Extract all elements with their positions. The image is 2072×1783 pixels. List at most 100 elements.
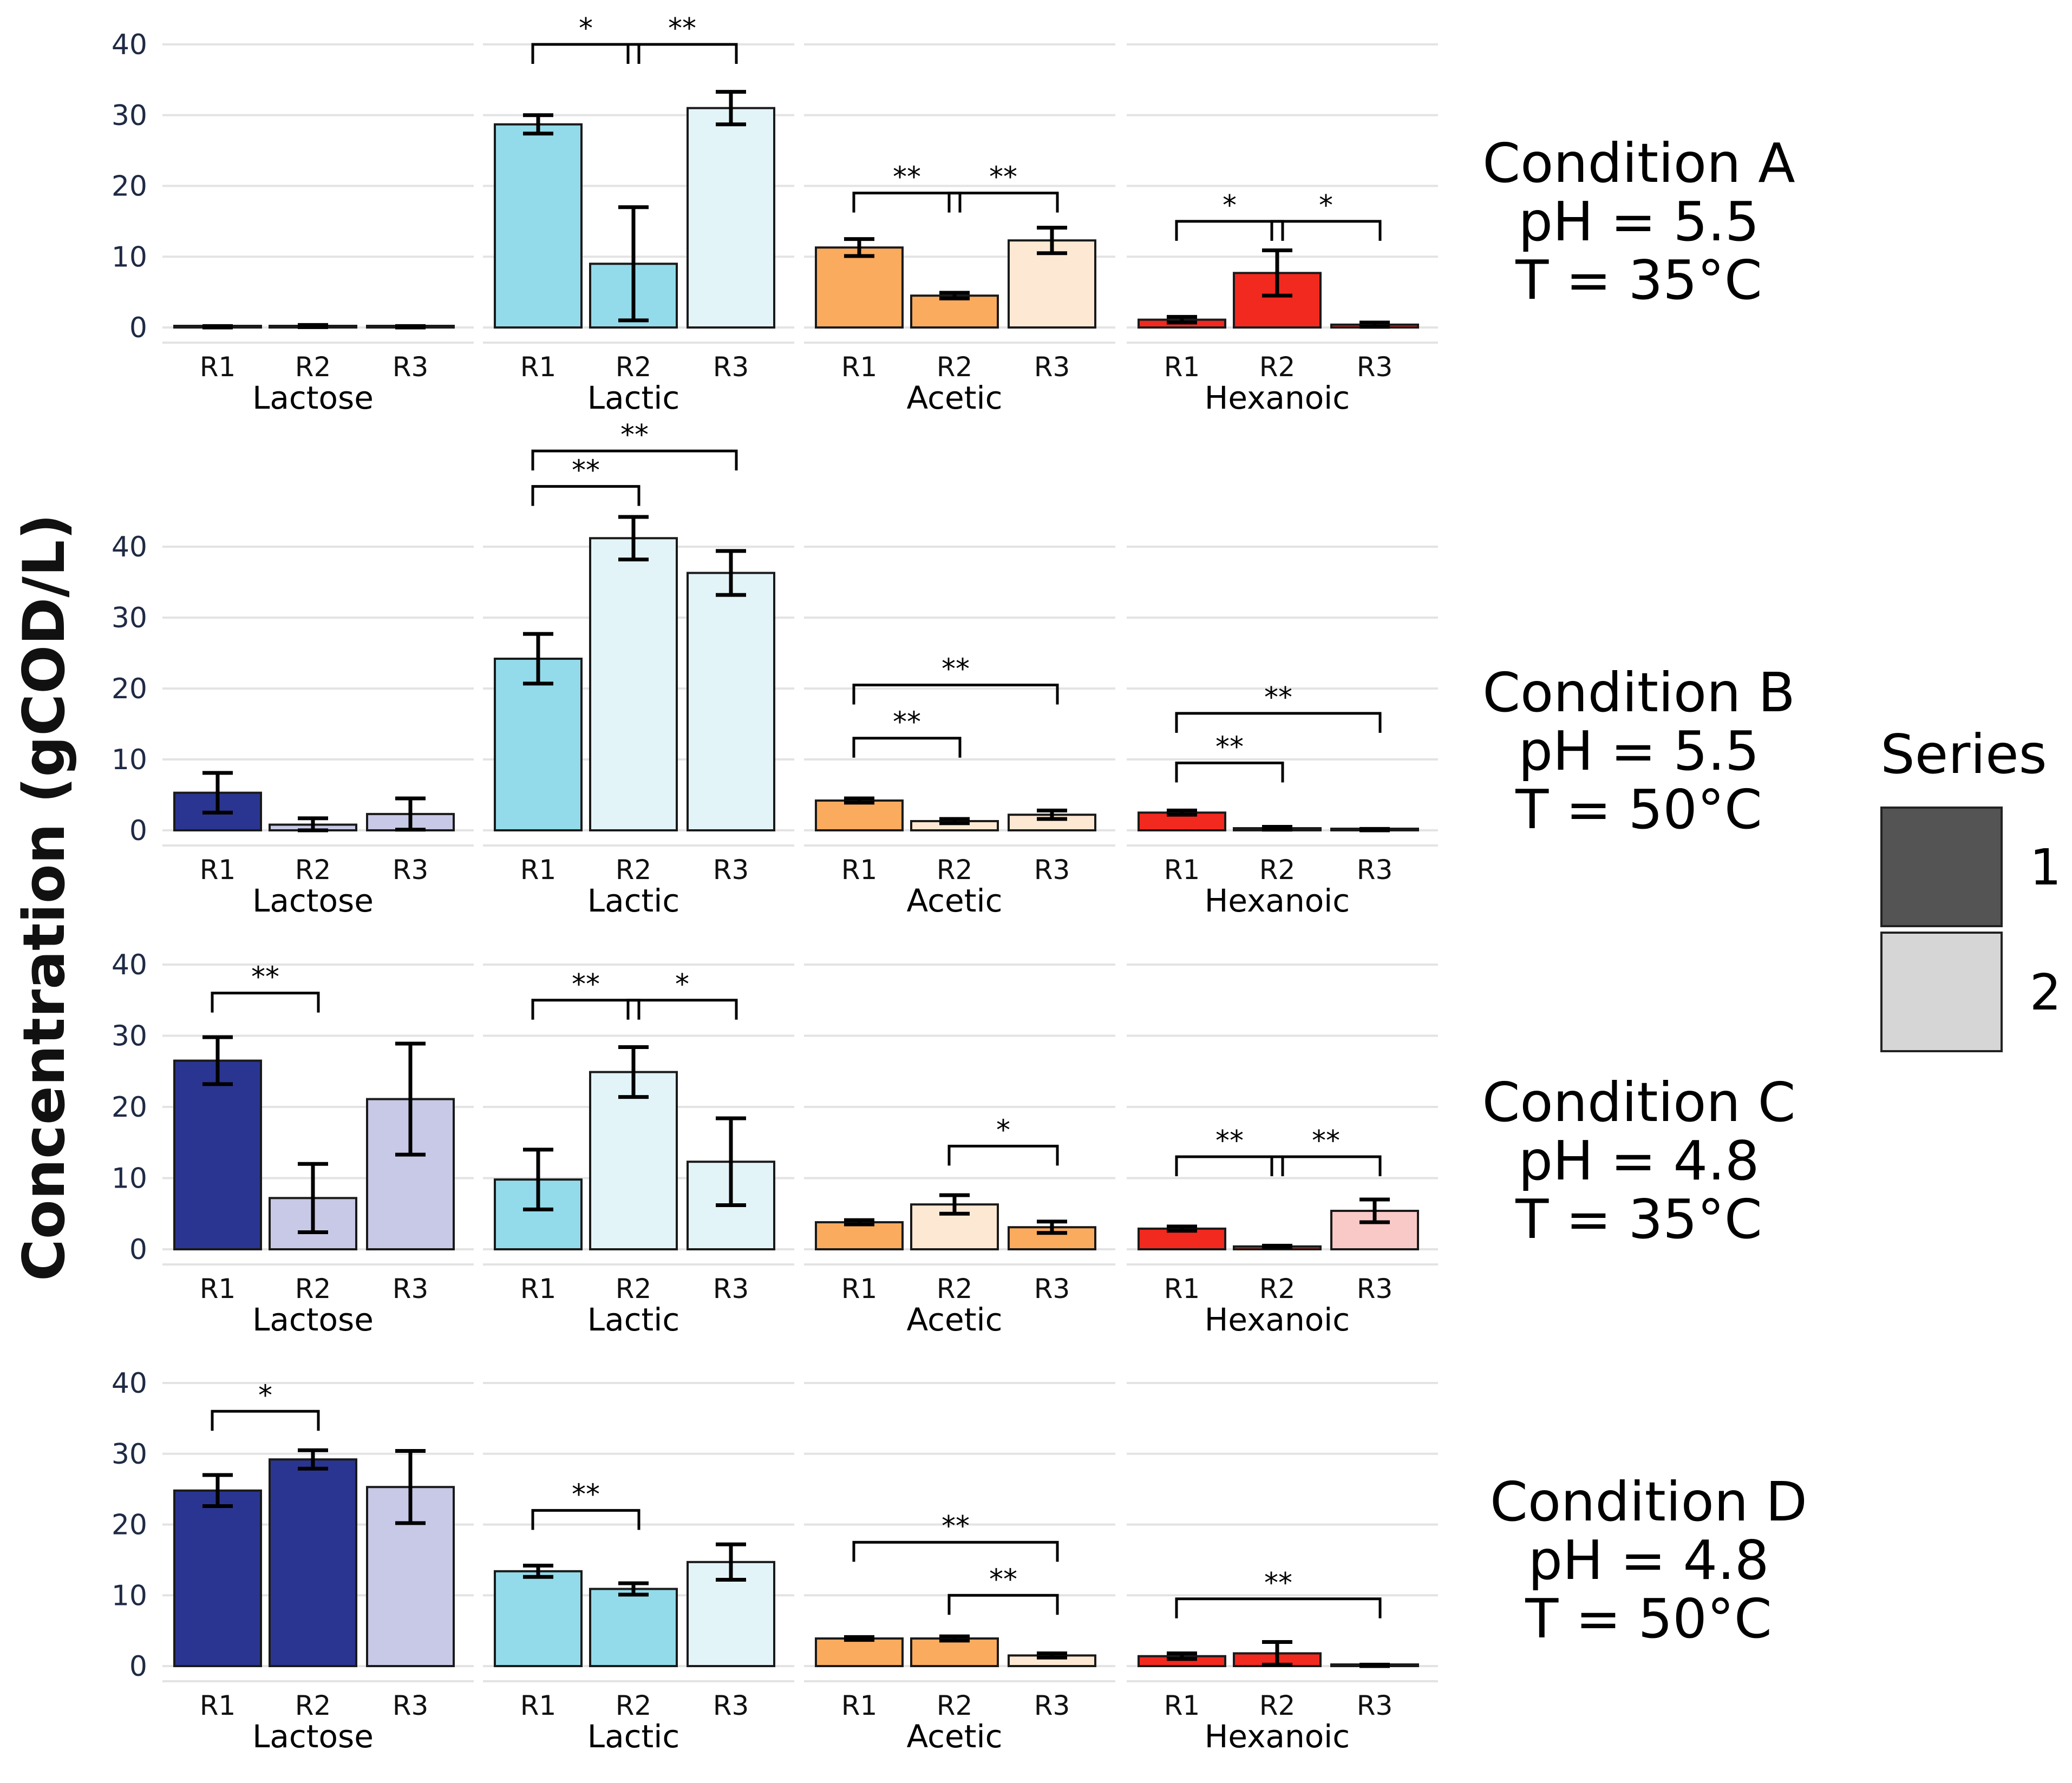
x-tick-label: R3 bbox=[1357, 351, 1393, 383]
bracket-line bbox=[947, 1144, 1059, 1166]
bracket-line bbox=[1270, 220, 1382, 241]
error-bar bbox=[1262, 248, 1292, 298]
x-tick-label: R2 bbox=[616, 854, 652, 886]
bar bbox=[910, 1637, 999, 1668]
condition-label: T = 35°C bbox=[1515, 248, 1762, 312]
y-tick-label: 30 bbox=[112, 602, 147, 634]
significance-bracket: ** bbox=[626, 12, 738, 64]
y-tick-label: 40 bbox=[112, 1367, 147, 1400]
facet-label: Hexanoic bbox=[1205, 1718, 1350, 1755]
x-tick-label: R2 bbox=[937, 1690, 973, 1721]
bracket-line bbox=[1175, 712, 1382, 733]
bracket-line bbox=[211, 1410, 320, 1431]
bracket-line bbox=[211, 992, 320, 1013]
error-bar bbox=[395, 324, 426, 330]
error-bar bbox=[1262, 1243, 1292, 1249]
y-tick-label: 40 bbox=[112, 531, 147, 563]
bracket-line bbox=[1175, 1155, 1284, 1177]
x-tick-label: R2 bbox=[616, 1690, 652, 1721]
facet-label: Lactic bbox=[587, 882, 680, 919]
y-tick-label: 20 bbox=[112, 171, 147, 203]
condition-label: Condition A bbox=[1482, 132, 1795, 195]
error-bar bbox=[939, 1193, 970, 1216]
error-bar bbox=[1262, 1640, 1292, 1667]
error-bar bbox=[716, 1116, 746, 1207]
error-bar bbox=[1359, 1197, 1390, 1224]
x-tick-label: R1 bbox=[1164, 854, 1200, 886]
x-tick-label: R1 bbox=[841, 854, 878, 886]
x-tick-label: R1 bbox=[520, 351, 557, 383]
significance-label: ** bbox=[572, 1478, 600, 1511]
significance-label: ** bbox=[893, 161, 921, 194]
condition-label: Condition C bbox=[1482, 1071, 1796, 1134]
y-tick-label: 40 bbox=[112, 29, 147, 61]
error-bar bbox=[844, 1218, 874, 1227]
y-tick-label: 10 bbox=[112, 744, 147, 776]
x-tick-label: R2 bbox=[295, 1273, 331, 1305]
bar bbox=[815, 246, 904, 329]
error-bar bbox=[395, 1041, 426, 1157]
x-tick-label: R2 bbox=[295, 854, 331, 886]
y-tick-label: 20 bbox=[112, 1509, 147, 1542]
condition-label: pH = 5.5 bbox=[1518, 190, 1759, 253]
bar bbox=[494, 123, 583, 329]
bracket-line bbox=[852, 192, 962, 213]
bar bbox=[687, 572, 775, 831]
x-tick-label: R3 bbox=[393, 351, 429, 383]
facet-label: Acetic bbox=[907, 1718, 1003, 1755]
bar bbox=[815, 799, 904, 831]
significance-bracket: ** bbox=[852, 653, 1059, 705]
error-bar bbox=[1037, 808, 1067, 821]
x-tick-label: R3 bbox=[1357, 854, 1393, 886]
error-bar bbox=[716, 1542, 746, 1582]
facet-label: Lactic bbox=[587, 1718, 680, 1755]
bar bbox=[815, 1221, 904, 1251]
x-tick-label: R1 bbox=[200, 854, 236, 886]
legend-label: 1 bbox=[2030, 838, 2062, 896]
error-bar bbox=[1359, 827, 1390, 832]
error-bar bbox=[844, 1635, 874, 1642]
error-bar bbox=[298, 323, 328, 329]
error-bar bbox=[1359, 1662, 1390, 1668]
y-axis-label: Concentration (gCOD/L) bbox=[11, 514, 77, 1281]
x-tick-label: R3 bbox=[713, 1273, 749, 1305]
error-bar bbox=[202, 771, 233, 815]
condition-label: Condition B bbox=[1482, 661, 1795, 724]
significance-label: * bbox=[258, 1379, 272, 1412]
bar bbox=[269, 1458, 357, 1667]
significance-label: ** bbox=[942, 653, 970, 685]
x-tick-label: R1 bbox=[1164, 1690, 1200, 1721]
y-tick-label: 0 bbox=[129, 815, 147, 847]
facet-label: Hexanoic bbox=[1205, 882, 1350, 919]
error-bar bbox=[298, 816, 328, 832]
error-bar bbox=[523, 113, 553, 136]
facet-label: Lactose bbox=[252, 1301, 374, 1338]
error-bar bbox=[716, 549, 746, 597]
error-bar bbox=[202, 324, 233, 330]
bar bbox=[815, 1637, 904, 1668]
x-tick-label: R3 bbox=[713, 1690, 749, 1721]
error-bar bbox=[1262, 824, 1292, 832]
bar bbox=[687, 107, 775, 329]
significance-bracket: * bbox=[626, 968, 738, 1020]
error-bar bbox=[618, 205, 649, 323]
significance-label: * bbox=[1223, 189, 1237, 222]
significance-bracket: ** bbox=[211, 961, 320, 1013]
error-bar bbox=[1167, 808, 1197, 817]
bar bbox=[589, 1588, 678, 1667]
x-tick-label: R1 bbox=[1164, 1273, 1200, 1305]
error-bar bbox=[523, 632, 553, 686]
x-tick-label: R2 bbox=[937, 351, 973, 383]
x-tick-label: R3 bbox=[1034, 1273, 1070, 1305]
bracket-line bbox=[626, 43, 738, 64]
error-bar bbox=[618, 515, 649, 562]
significance-label: ** bbox=[1215, 1125, 1244, 1157]
x-tick-label: R2 bbox=[937, 1273, 973, 1305]
x-tick-label: R2 bbox=[616, 1273, 652, 1305]
significance-bracket: * bbox=[531, 12, 640, 64]
significance-bracket: * bbox=[1175, 189, 1284, 241]
bracket-line bbox=[947, 192, 1059, 213]
x-tick-label: R3 bbox=[1357, 1273, 1393, 1305]
error-bar bbox=[1037, 1220, 1067, 1235]
bar bbox=[173, 1489, 262, 1667]
